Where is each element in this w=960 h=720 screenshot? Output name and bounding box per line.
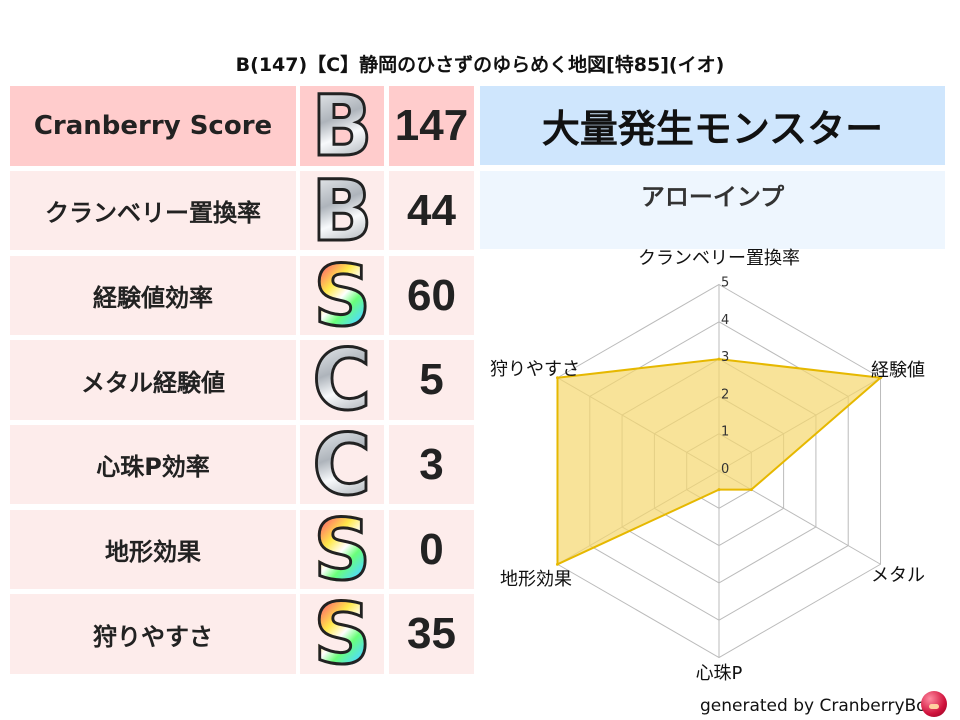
grade-c-badge: C <box>311 425 372 504</box>
grade-s-badge: S <box>312 510 372 589</box>
grade-b-badge: B <box>310 171 374 250</box>
tick-label: 2 <box>721 387 729 402</box>
grade-s-badge: S <box>312 256 372 335</box>
grade-s-badge: S <box>312 594 372 674</box>
tick-label: 0 <box>721 462 729 477</box>
metric-label: メタル経験値 <box>10 340 296 420</box>
data-point <box>879 376 883 380</box>
metric-value: 35 <box>389 594 474 674</box>
metric-value: 44 <box>389 171 474 250</box>
axis-label: 経験値 <box>871 360 925 381</box>
score-header-label: Cranberry Score <box>10 86 296 166</box>
axis-label: メタル <box>871 565 925 586</box>
axis-label: 狩りやすさ <box>490 359 580 380</box>
grade-cell: S <box>300 510 384 589</box>
axis-label: 心珠P <box>696 663 743 684</box>
axis-label: クランベリー置換率 <box>638 248 800 269</box>
grade-b-badge: B <box>310 86 374 166</box>
metric-value: 0 <box>389 510 474 589</box>
grade-cell: B <box>300 86 384 166</box>
metric-label: 狩りやすさ <box>10 594 296 674</box>
footer-credit: generated by CranberryBot <box>700 696 934 716</box>
grade-cell: C <box>300 340 384 420</box>
total-score-value: 147 <box>389 86 474 166</box>
monster-panel-heading: 大量発生モンスター <box>480 86 945 165</box>
grade-cell: S <box>300 594 384 674</box>
page-title: B(147)【C】静岡のひさずのゆらめく地図[特85](イオ) <box>235 54 725 76</box>
metric-value: 3 <box>389 425 474 504</box>
metric-label: 心珠P効率 <box>10 425 296 504</box>
grade-cell: B <box>300 171 384 250</box>
grade-cell: C <box>300 425 384 504</box>
grade-cell: S <box>300 256 384 335</box>
data-point <box>749 488 753 492</box>
metric-value: 60 <box>389 256 474 335</box>
metric-label: 経験値効率 <box>10 256 296 335</box>
tick-label: 5 <box>721 276 729 291</box>
tick-label: 3 <box>721 350 729 365</box>
monster-name: アローインプ <box>480 171 945 249</box>
data-point <box>717 488 721 492</box>
tick-label: 4 <box>721 313 729 328</box>
metric-label: クランベリー置換率 <box>10 171 296 250</box>
grade-c-badge: C <box>311 340 372 420</box>
data-point <box>555 376 559 380</box>
data-point <box>555 562 559 566</box>
metric-value: 5 <box>389 340 474 420</box>
cranberry-bot-logo-icon <box>921 691 947 717</box>
axis-label: 地形効果 <box>500 569 572 590</box>
data-point <box>717 357 721 361</box>
tick-label: 1 <box>721 425 729 440</box>
metric-label: 地形効果 <box>10 510 296 589</box>
